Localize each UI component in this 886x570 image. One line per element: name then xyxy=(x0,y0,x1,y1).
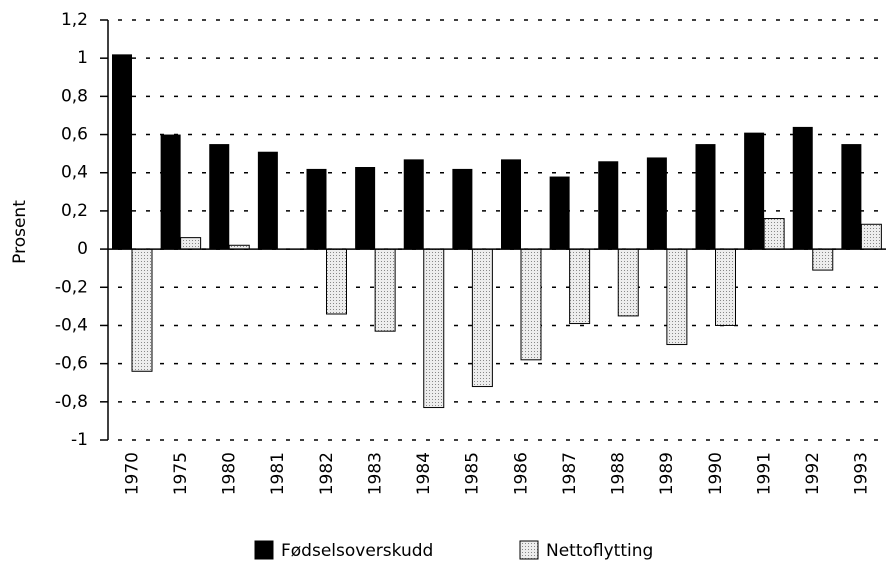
x-tick-label: 1990 xyxy=(706,452,726,495)
bar xyxy=(792,126,813,250)
bar xyxy=(646,157,667,250)
bar xyxy=(617,248,639,317)
bar xyxy=(598,161,619,250)
bar xyxy=(744,132,765,250)
y-tick-label: 0,4 xyxy=(61,163,88,183)
x-tick-label: 1988 xyxy=(609,452,629,495)
bar xyxy=(471,248,493,388)
bar xyxy=(180,237,202,250)
legend-swatch xyxy=(519,540,539,560)
y-tick-label: -0,2 xyxy=(55,277,88,297)
x-tick-label: 1981 xyxy=(268,452,288,495)
bar xyxy=(695,144,716,250)
bar xyxy=(763,218,785,250)
bar xyxy=(715,248,736,326)
x-tick-label: 1980 xyxy=(220,452,240,495)
y-tick-label: -0,4 xyxy=(55,315,88,335)
bar xyxy=(306,168,327,250)
x-tick-label: 1989 xyxy=(657,452,677,495)
bar xyxy=(812,248,834,271)
y-tick-label: -1 xyxy=(71,430,88,450)
legend-swatch xyxy=(254,540,274,560)
bar xyxy=(841,144,862,250)
bar xyxy=(257,151,278,250)
y-tick-label: 0 xyxy=(77,239,88,259)
legend-label: Fødselsoverskudd xyxy=(281,541,433,561)
x-tick-label: 1985 xyxy=(463,452,483,495)
x-tick-label: 1975 xyxy=(171,452,191,495)
bar xyxy=(501,159,521,250)
y-tick-label: 1,2 xyxy=(61,10,88,30)
x-tick-label: 1991 xyxy=(754,452,774,495)
bar xyxy=(355,167,376,250)
bar xyxy=(131,248,153,372)
bar xyxy=(520,248,542,361)
bar xyxy=(403,159,424,250)
legend-label: Nettoflytting xyxy=(546,541,653,561)
bar xyxy=(569,248,591,325)
y-tick-label: 0,8 xyxy=(61,86,88,106)
y-axis-label: Prosent xyxy=(10,200,30,264)
x-tick-label: 1993 xyxy=(852,452,872,495)
bar xyxy=(160,134,181,250)
y-tick-label: -0,8 xyxy=(55,392,88,412)
x-tick-label: 1983 xyxy=(365,452,385,495)
x-tick-label: 1986 xyxy=(511,452,531,495)
y-tick-label: 1 xyxy=(77,48,88,68)
bar xyxy=(112,54,132,250)
x-tick-label: 1987 xyxy=(560,452,580,495)
bar xyxy=(549,176,570,250)
x-tick-label: 1970 xyxy=(122,452,142,495)
y-tick-label: 0,6 xyxy=(61,125,88,145)
x-tick-label: 1984 xyxy=(414,452,434,495)
bar xyxy=(666,248,688,346)
bar xyxy=(326,248,347,315)
y-tick-label: 0,2 xyxy=(61,201,88,221)
x-tick-label: 1982 xyxy=(317,452,337,495)
bar xyxy=(423,248,445,409)
x-tick-label: 1992 xyxy=(803,452,823,495)
bar xyxy=(374,248,396,332)
bar xyxy=(452,168,473,250)
y-tick-label: -0,6 xyxy=(55,354,88,374)
bar xyxy=(209,144,230,250)
bar xyxy=(860,223,882,250)
